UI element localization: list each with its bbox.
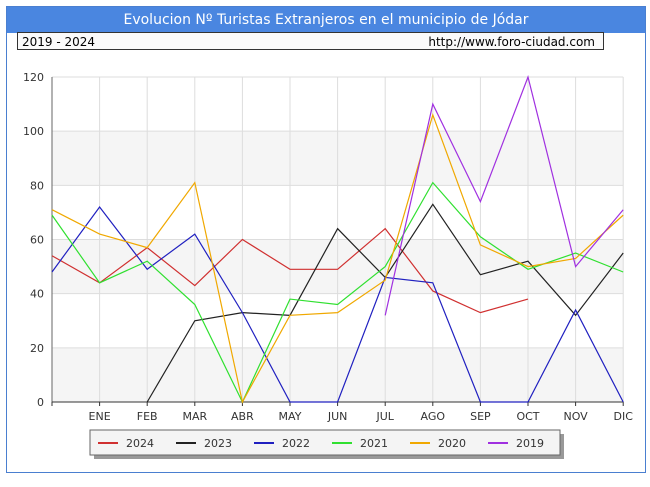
legend: [89, 429, 561, 456]
series-line-2020: [51, 112, 624, 404]
legend-label: 2022: [282, 437, 310, 450]
y-tick-label: 120: [23, 71, 44, 84]
y-tick-label: 20: [30, 342, 44, 355]
x-tick-label: MAR: [182, 410, 207, 423]
legend-label: 2023: [204, 437, 232, 450]
y-tick-label: 100: [23, 125, 44, 138]
x-tick-label: NOV: [563, 410, 588, 423]
x-tick-label: ABR: [231, 410, 254, 423]
legend-label: 2019: [516, 437, 544, 450]
x-tick-label: SEP: [470, 410, 491, 423]
series-line-2024: [51, 227, 529, 314]
x-tick-label: DIC: [613, 410, 633, 423]
legend-label: 2020: [438, 437, 466, 450]
legend-label: 2024: [126, 437, 154, 450]
chart-title: Evolucion Nº Turistas Extranjeros en el …: [7, 7, 645, 33]
subtitle-bar: 2019 - 2024 http://www.foro-ciudad.com: [17, 32, 604, 50]
x-tick-label: JUN: [327, 410, 348, 423]
series-line-2021: [51, 181, 624, 404]
chart-frame: Evolucion Nº Turistas Extranjeros en el …: [6, 6, 646, 473]
x-tick-label: FEB: [137, 410, 158, 423]
y-tick-label: 40: [30, 288, 44, 301]
y-tick-label: 80: [30, 179, 44, 192]
y-tick-label: 60: [30, 234, 44, 247]
legend-label: 2021: [360, 437, 388, 450]
series-line-2019: [384, 75, 624, 316]
source-url[interactable]: http://www.foro-ciudad.com: [428, 35, 595, 49]
series-line-2022: [51, 205, 624, 403]
x-tick-label: AGO: [421, 410, 446, 423]
x-tick-label: OCT: [516, 410, 539, 423]
y-tick-label: 0: [37, 396, 44, 409]
x-tick-label: JUL: [375, 410, 394, 423]
x-tick-label: ENE: [89, 410, 111, 423]
year-range: 2019 - 2024: [22, 35, 96, 49]
x-tick-label: MAY: [279, 410, 302, 423]
